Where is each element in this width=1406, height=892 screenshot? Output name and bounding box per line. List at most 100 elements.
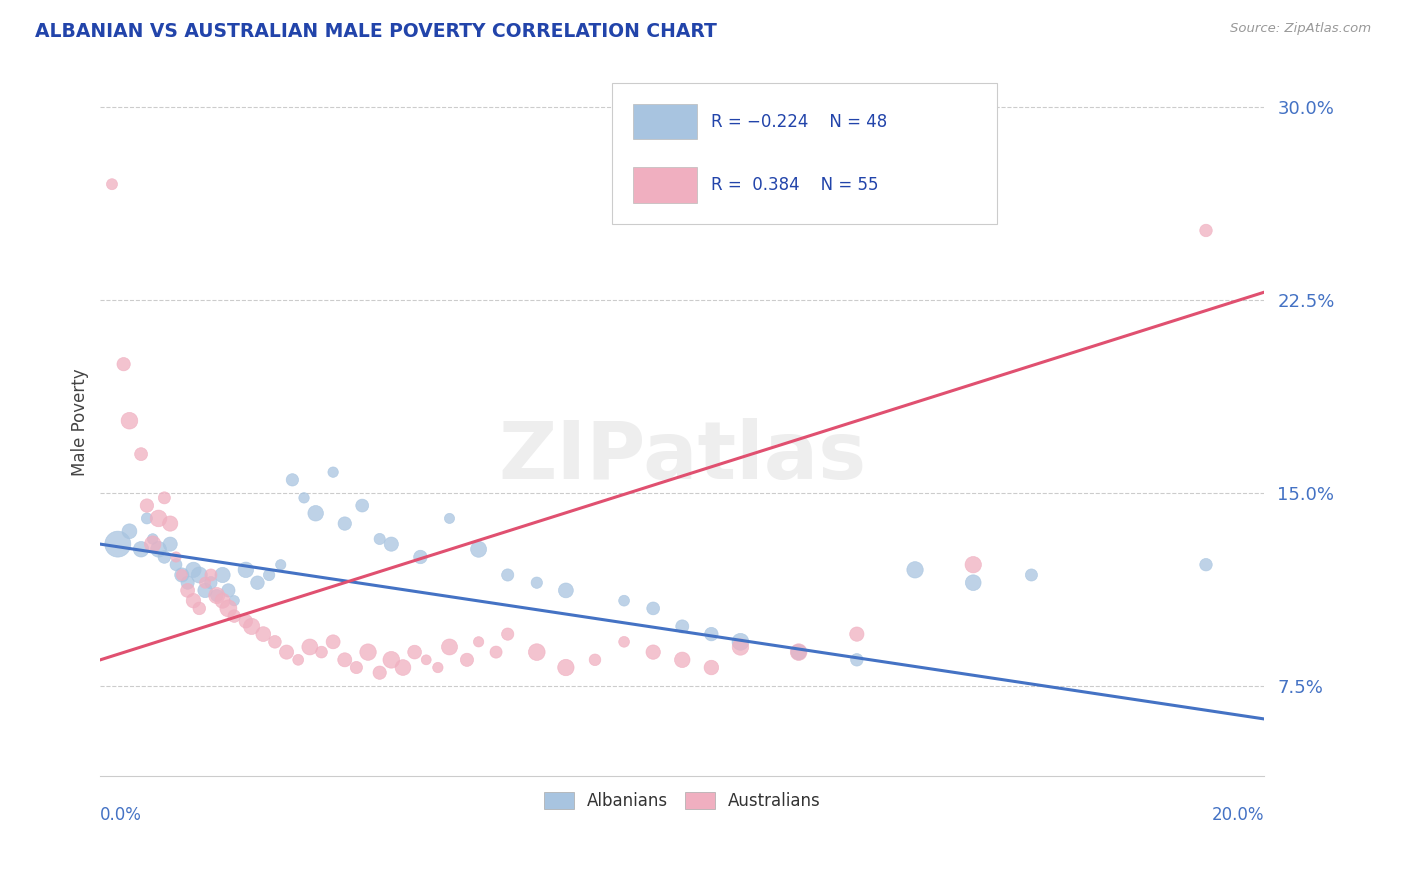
Point (344, 660, 367, 674)
Point (613, 593, 636, 607)
Point (485, 645, 508, 659)
Point (380, 537, 402, 551)
Point (176, 583, 198, 598)
Point (554, 660, 576, 674)
Point (730, 640, 752, 654)
Point (165, 549, 187, 564)
Point (613, 635, 636, 649)
Point (671, 619, 693, 633)
Point (352, 499, 374, 513)
Point (368, 532, 391, 546)
Point (257, 568, 280, 582)
Point (170, 568, 193, 582)
Text: ALBANIAN VS AUSTRALIAN MALE POVERTY CORRELATION CHART: ALBANIAN VS AUSTRALIAN MALE POVERTY CORR… (35, 22, 717, 41)
Point (188, 601, 211, 615)
Point (368, 665, 391, 680)
Point (671, 653, 693, 667)
Point (252, 627, 274, 641)
Point (322, 465, 344, 479)
Point (526, 575, 548, 590)
Point (467, 635, 489, 649)
Point (135, 499, 157, 513)
Text: R =  0.384    N = 55: R = 0.384 N = 55 (711, 177, 879, 194)
Bar (633, 168, 697, 202)
Point (148, 511, 170, 525)
Point (643, 601, 665, 615)
Point (205, 589, 228, 603)
Point (165, 558, 187, 572)
Point (129, 447, 152, 461)
Point (217, 583, 239, 598)
FancyBboxPatch shape (613, 83, 997, 224)
Text: 0.0%: 0.0% (100, 806, 142, 824)
Point (554, 583, 576, 598)
Point (787, 645, 810, 659)
Point (415, 653, 437, 667)
Point (1195, 558, 1218, 572)
Point (118, 414, 141, 428)
Point (439, 511, 461, 525)
Point (287, 653, 309, 667)
Point (496, 568, 519, 582)
Point (142, 532, 165, 546)
Point (962, 558, 984, 572)
Point (357, 645, 380, 659)
Bar (633, 103, 697, 139)
Point (643, 645, 665, 659)
Point (276, 645, 298, 659)
Text: Source: ZipAtlas.com: Source: ZipAtlas.com (1230, 22, 1371, 36)
Point (787, 645, 810, 659)
Point (409, 549, 432, 564)
Point (583, 653, 606, 667)
Point (235, 563, 257, 577)
Point (159, 537, 181, 551)
Point (311, 645, 333, 659)
Point (148, 542, 170, 557)
Point (700, 627, 723, 641)
Point (188, 568, 211, 582)
Point (112, 357, 135, 371)
Point (270, 558, 292, 572)
Text: R = −0.224    N = 48: R = −0.224 N = 48 (711, 112, 887, 130)
Point (1195, 223, 1218, 237)
Point (456, 653, 478, 667)
Point (129, 542, 152, 557)
Point (135, 511, 157, 525)
Point (1021, 568, 1043, 582)
Point (176, 575, 198, 590)
Point (118, 524, 141, 539)
Point (404, 645, 426, 659)
Point (380, 653, 402, 667)
Point (246, 575, 269, 590)
Point (200, 575, 222, 590)
Point (526, 645, 548, 659)
Legend: Albanians, Australians: Albanians, Australians (537, 785, 828, 817)
Point (194, 583, 217, 598)
Point (224, 593, 246, 607)
Point (467, 542, 489, 557)
Point (322, 635, 344, 649)
Point (183, 593, 205, 607)
Point (200, 568, 222, 582)
Point (496, 627, 519, 641)
Point (298, 640, 321, 654)
Point (101, 178, 124, 192)
Point (107, 537, 129, 551)
Point (142, 537, 165, 551)
Point (211, 568, 233, 582)
Point (281, 473, 304, 487)
Point (240, 619, 263, 633)
Y-axis label: Male Poverty: Male Poverty (72, 368, 89, 475)
Point (159, 516, 181, 531)
Point (153, 549, 176, 564)
Point (211, 593, 233, 607)
Point (217, 601, 239, 615)
Point (333, 653, 356, 667)
Point (730, 635, 752, 649)
Point (962, 575, 984, 590)
Point (292, 491, 315, 505)
Point (333, 516, 356, 531)
Point (205, 589, 228, 603)
Point (439, 640, 461, 654)
Point (426, 660, 449, 674)
